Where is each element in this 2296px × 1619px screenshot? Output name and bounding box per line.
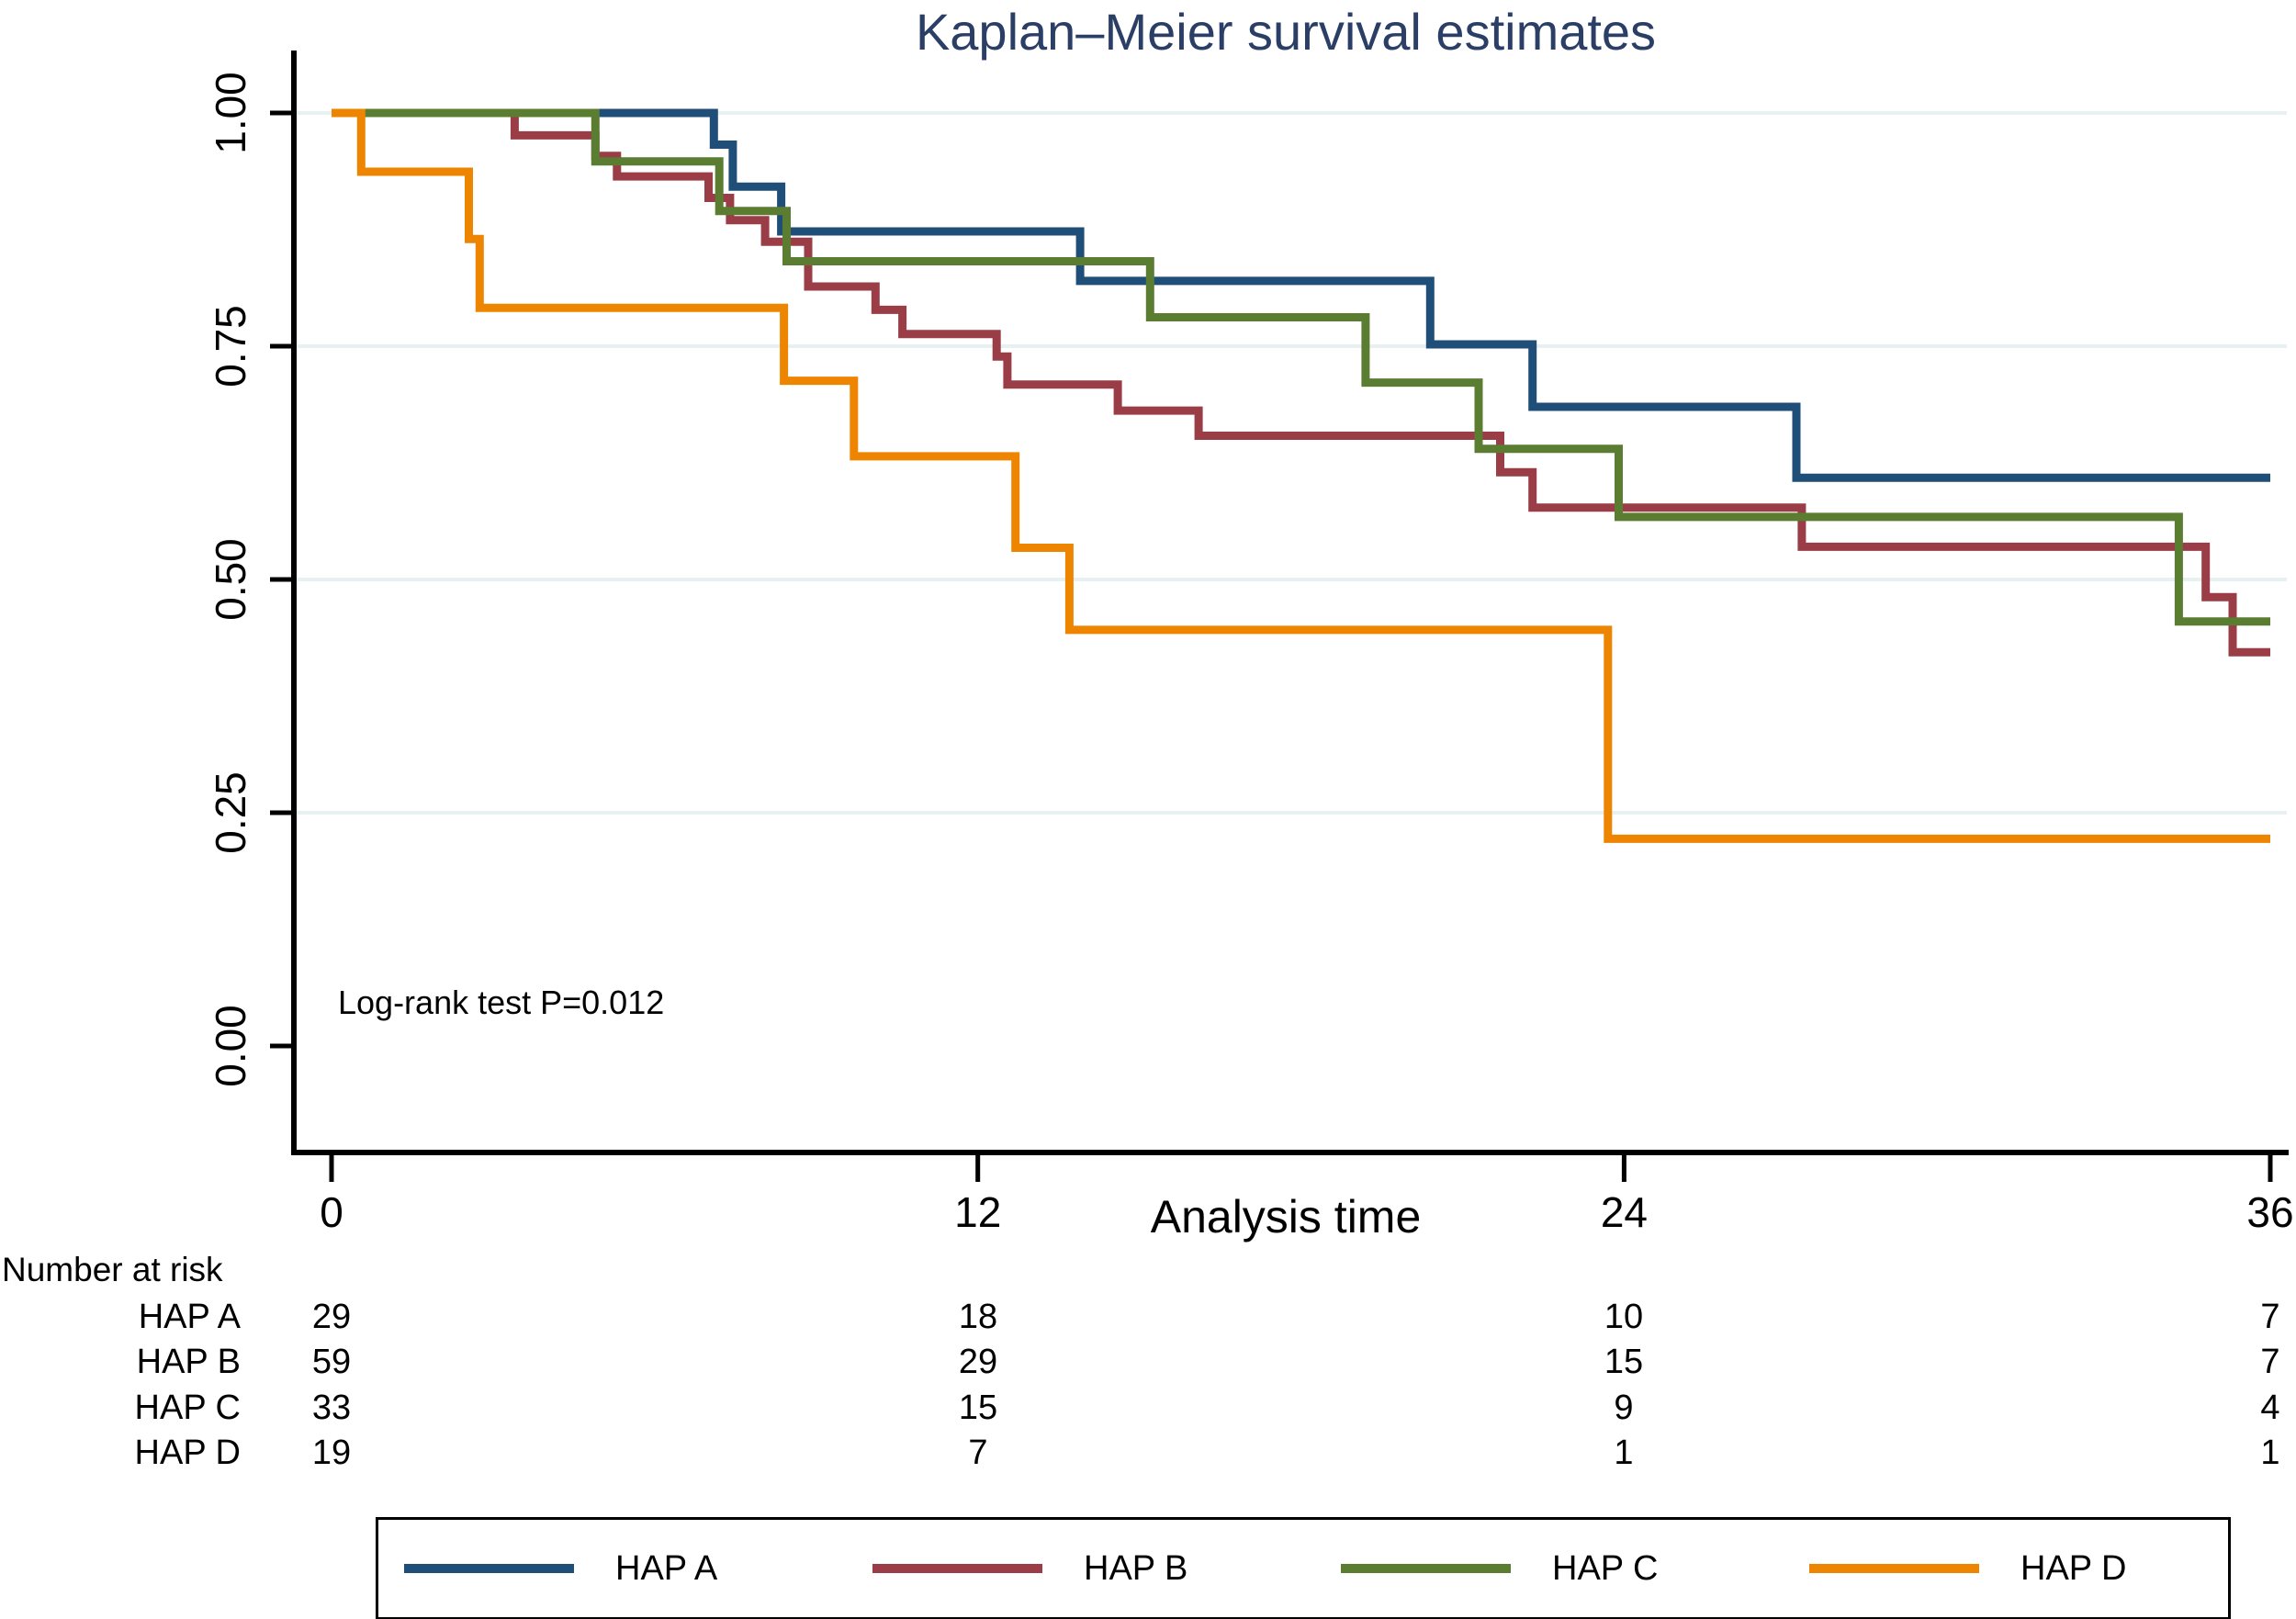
risk-row-label: HAP A: [138, 1298, 241, 1336]
risk-row-label: HAP D: [134, 1433, 241, 1472]
risk-count: 7: [2260, 1298, 2280, 1336]
y-tick-label: 0.25: [207, 771, 254, 854]
x-axis-label: Analysis time: [1150, 1191, 1422, 1242]
risk-row-label: HAP C: [134, 1389, 241, 1427]
curve-hap-d: [332, 108, 2270, 843]
legend-label: HAP B: [1084, 1549, 1188, 1588]
risk-count: 59: [311, 1343, 352, 1381]
y-tick-label: 0.00: [207, 1005, 254, 1087]
risk-count: 7: [968, 1433, 988, 1472]
risk-count: 1: [2260, 1433, 2280, 1472]
risk-count: 15: [1604, 1343, 1644, 1381]
y-tick-label: 1.00: [207, 72, 254, 154]
legend-swatch-hap-a: [404, 1564, 574, 1573]
x-tick-label: 12: [954, 1188, 1001, 1236]
risk-count: 29: [311, 1298, 352, 1336]
curve-hap-b: [332, 108, 2270, 657]
risk-count: 7: [2260, 1343, 2280, 1381]
risk-row-label: HAP B: [136, 1343, 241, 1381]
risk-count: 4: [2260, 1389, 2280, 1427]
number-at-risk-heading: Number at risk: [2, 1251, 223, 1288]
logrank-annotation: Log-rank test P=0.012: [338, 984, 665, 1021]
risk-count: 29: [958, 1343, 998, 1381]
y-tick-label: 0.50: [207, 538, 254, 621]
risk-count: 9: [1614, 1389, 1634, 1427]
legend-swatch-hap-c: [1341, 1564, 1511, 1573]
x-tick-label: 24: [1601, 1188, 1648, 1236]
curve-hap-a: [332, 108, 2270, 482]
curve-hap-c: [332, 108, 2270, 626]
risk-count: 18: [958, 1298, 998, 1336]
risk-count: 1: [1614, 1433, 1634, 1472]
legend: HAP A HAP B HAP C HAP D: [376, 1517, 2231, 1619]
legend-label: HAP A: [615, 1549, 718, 1588]
chart-title: Kaplan–Meier survival estimates: [915, 3, 1657, 61]
risk-count: 19: [311, 1433, 352, 1472]
x-tick-label: 36: [2246, 1188, 2293, 1236]
risk-count: 15: [958, 1389, 998, 1427]
legend-label: HAP D: [2020, 1549, 2127, 1588]
legend-swatch-hap-d: [1809, 1564, 1979, 1573]
risk-count: 33: [311, 1389, 352, 1427]
legend-swatch-hap-b: [872, 1564, 1042, 1573]
x-tick-label: 0: [320, 1188, 343, 1236]
legend-label: HAP C: [1552, 1549, 1659, 1588]
risk-count: 10: [1604, 1298, 1644, 1336]
y-tick-label: 0.75: [207, 305, 254, 388]
